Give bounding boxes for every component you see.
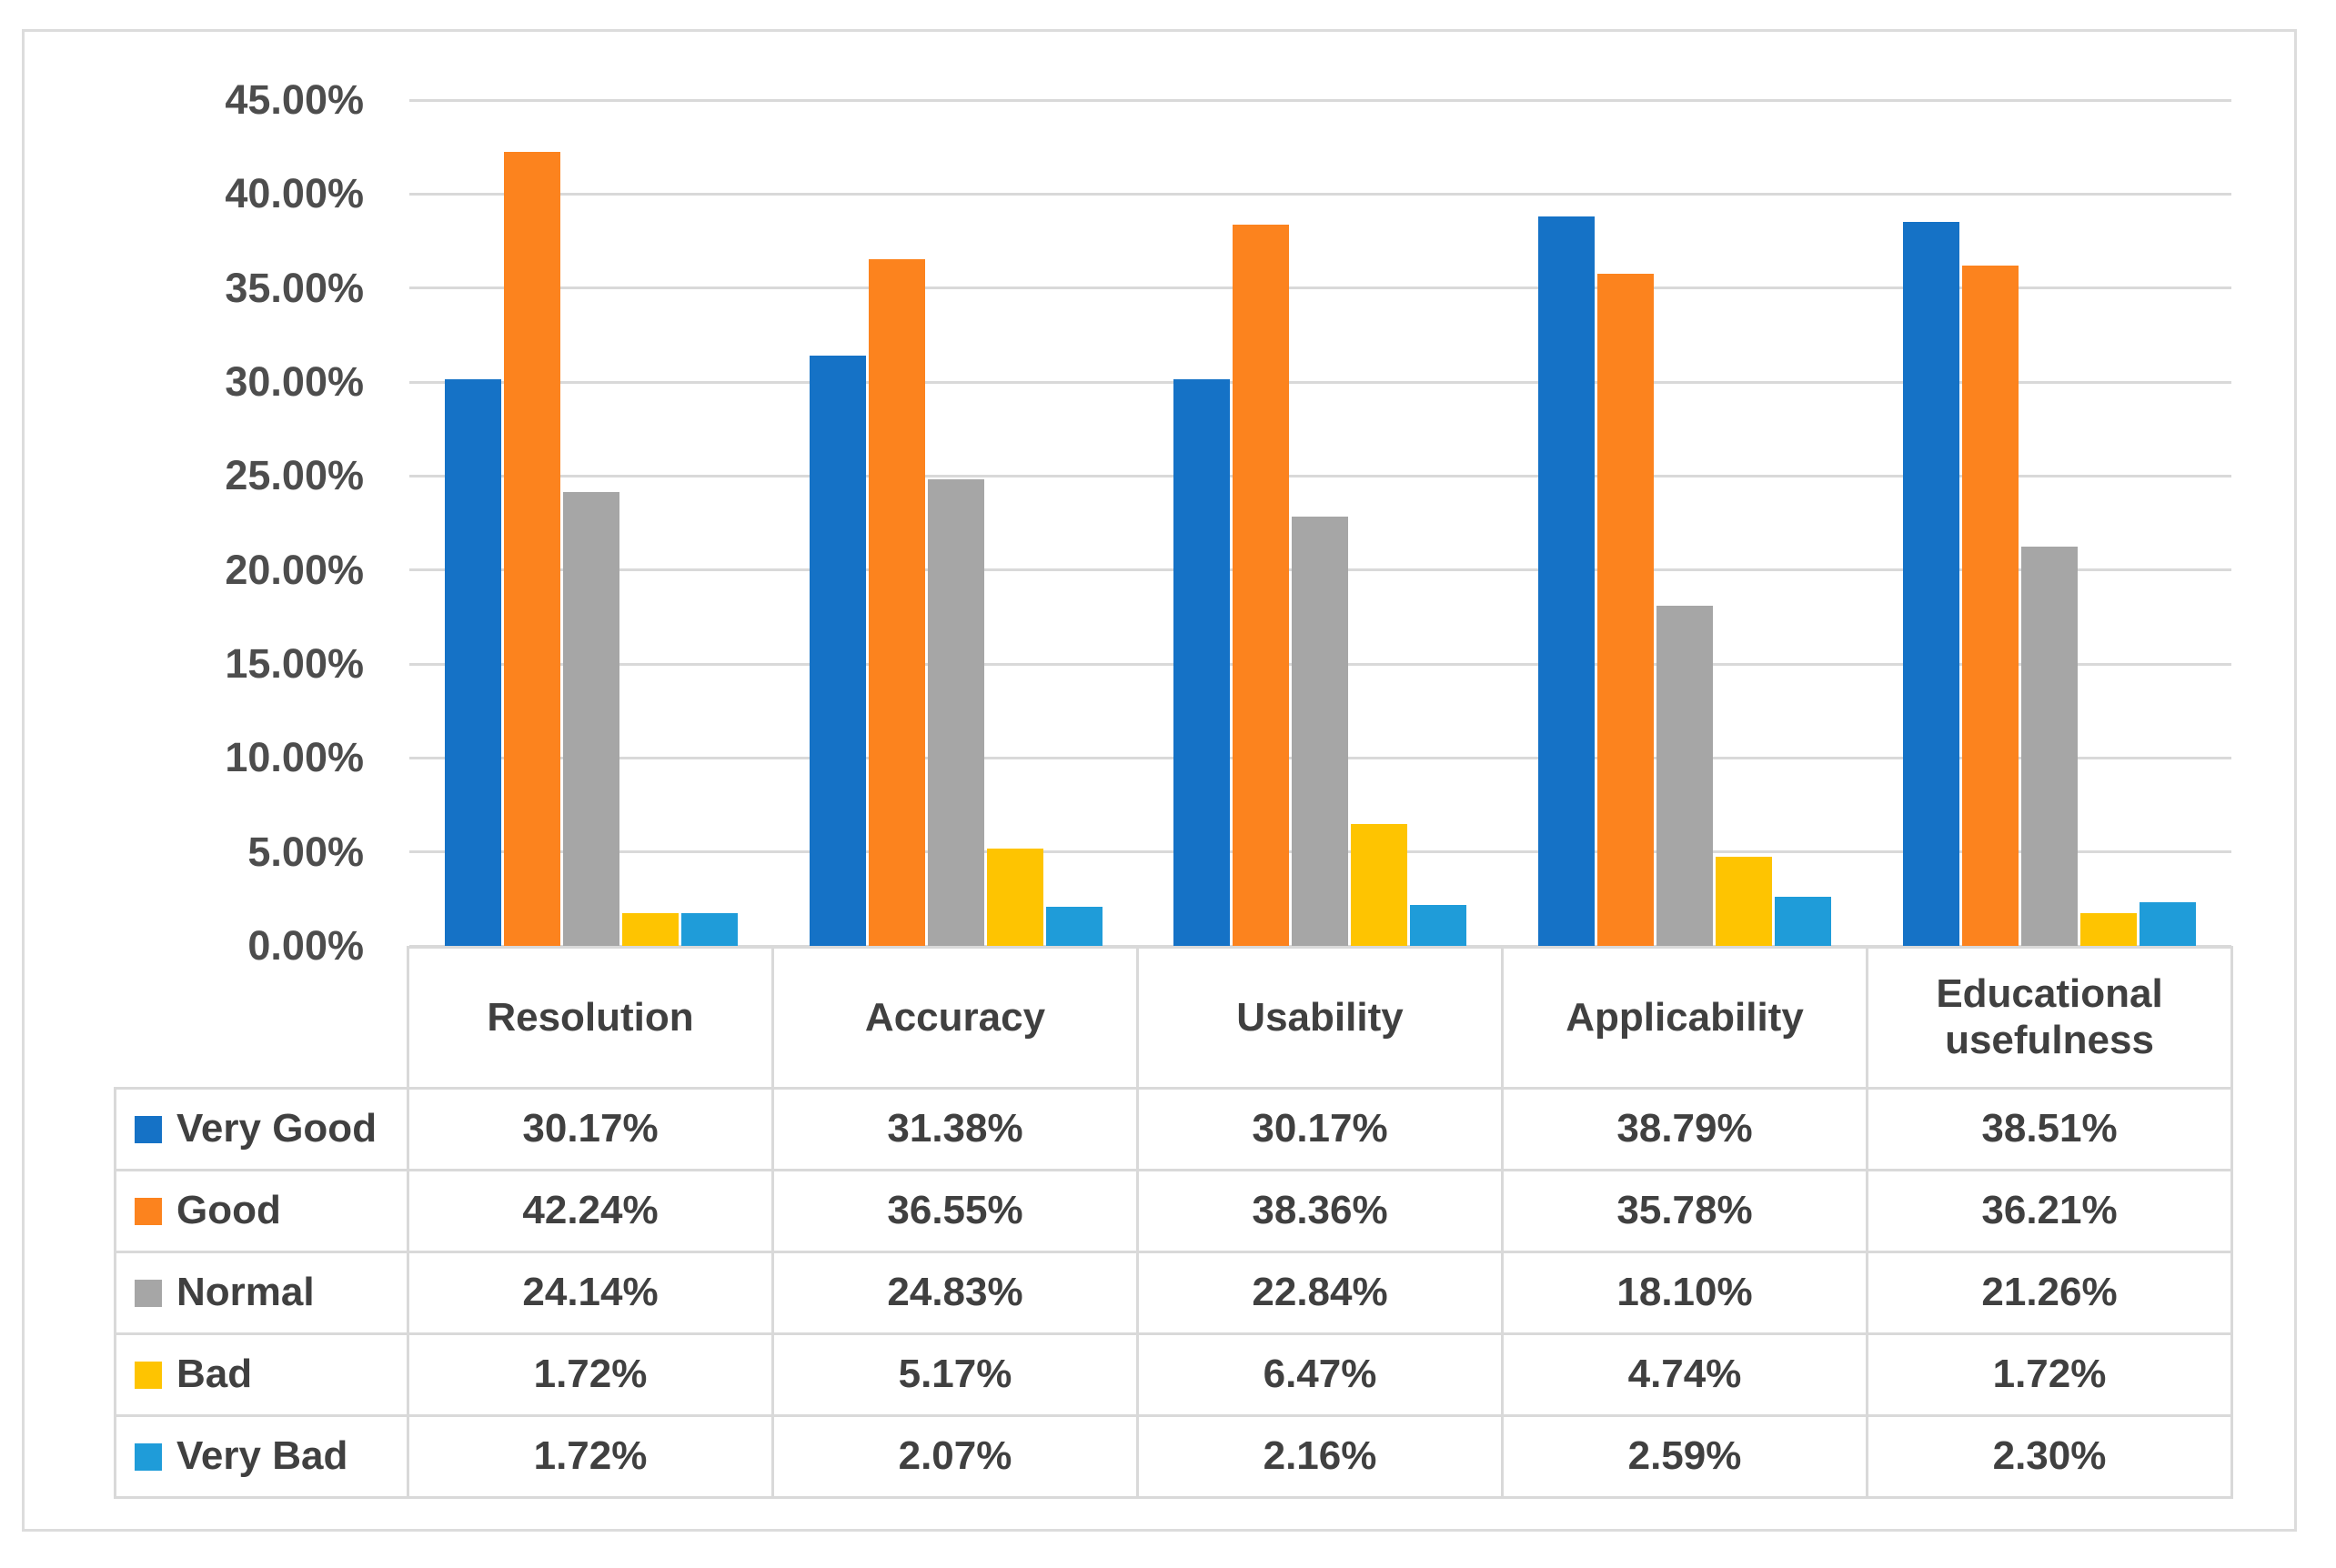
legend-key [135, 1442, 162, 1471]
bar [927, 478, 984, 946]
table-header-cell: Educational usefulness [1868, 946, 2233, 1090]
bar [1716, 857, 1773, 946]
y-axis-tick-label: 25.00% [225, 452, 364, 499]
legend-cell: Very Bad [114, 1417, 409, 1499]
legend-cell: Bad [114, 1335, 409, 1417]
bar [868, 258, 925, 946]
value-cell: 5.17% [774, 1335, 1139, 1417]
bar-group [1503, 100, 1868, 946]
value-cell: 2.59% [1504, 1417, 1868, 1499]
legend-label: Bad [176, 1352, 253, 1397]
empty-corner-cell [114, 946, 409, 1090]
data-table: Resolution Accuracy Usability Applicability… [114, 946, 2233, 1499]
y-axis-tick-label: 10.00% [225, 734, 364, 781]
y-axis-tick-label: 30.00% [225, 358, 364, 405]
bar [1597, 273, 1655, 946]
bar [1410, 905, 1467, 946]
y-axis-tick-label: 5.00% [247, 828, 364, 875]
value-cell: 30.17% [1139, 1090, 1504, 1171]
bar-group [409, 100, 774, 946]
y-axis-tick-label: 20.00% [225, 546, 364, 593]
value-cell: 38.79% [1504, 1090, 1868, 1171]
bar [2079, 913, 2137, 946]
value-cell: 38.51% [1868, 1090, 2233, 1171]
gridline [409, 286, 2231, 290]
legend-key [135, 1361, 162, 1389]
value-cell: 18.10% [1504, 1253, 1868, 1335]
value-cell: 2.16% [1139, 1417, 1504, 1499]
chart-frame [22, 29, 2297, 1532]
bar [1961, 265, 2019, 946]
legend-key [135, 1197, 162, 1225]
value-cell: 2.30% [1868, 1417, 2233, 1499]
bar [1351, 824, 1408, 946]
legend-label: Good [176, 1188, 281, 1233]
plot-area [409, 98, 2231, 948]
y-axis-tick-label: 0.00% [247, 922, 364, 969]
bar-group [1867, 100, 2231, 946]
bar [681, 913, 739, 946]
y-axis-tick-label: 35.00% [225, 264, 364, 311]
legend-cell: Good [114, 1171, 409, 1253]
y-axis-tick-label: 45.00% [225, 76, 364, 123]
gridline [409, 380, 2231, 384]
bar [504, 152, 561, 946]
bar [445, 378, 502, 946]
value-cell: 30.17% [409, 1090, 774, 1171]
bar [1902, 222, 1959, 946]
bar [1233, 225, 1290, 946]
gridline [409, 192, 2231, 196]
bar [622, 913, 680, 946]
value-cell: 42.24% [409, 1171, 774, 1253]
bar [809, 356, 866, 946]
table-header-cell: Applicability [1504, 946, 1868, 1090]
value-cell: 1.72% [1868, 1335, 2233, 1417]
value-cell: 35.78% [1504, 1171, 1868, 1253]
value-cell: 1.72% [409, 1335, 774, 1417]
gridline [409, 98, 2231, 102]
y-axis-tick-label: 40.00% [225, 170, 364, 217]
value-cell: 24.14% [409, 1253, 774, 1335]
y-axis-tick-labels: 0.00% 5.00% 10.00% 15.00% 20.00% 25.00% 30.00%… [0, 76, 364, 969]
table-header-cell: Usability [1139, 946, 1504, 1090]
legend-cell: Normal [114, 1253, 409, 1335]
value-cell: 31.38% [774, 1090, 1139, 1171]
bar [1656, 605, 1714, 946]
bar-group [1138, 100, 1503, 946]
value-cell: 2.07% [774, 1417, 1139, 1499]
bar [1173, 378, 1231, 946]
bar-group [774, 100, 1139, 946]
bar [1045, 907, 1103, 946]
legend-key [135, 1279, 162, 1307]
table-header-cell: Resolution [409, 946, 774, 1090]
y-axis-tick-label: 15.00% [225, 640, 364, 687]
bar [2020, 546, 2078, 946]
value-cell: 36.21% [1868, 1171, 2233, 1253]
bar [1292, 516, 1349, 946]
bar [1775, 897, 1832, 946]
legend-key [135, 1115, 162, 1143]
gridline [409, 474, 2231, 477]
value-cell: 21.26% [1868, 1253, 2233, 1335]
value-cell: 6.47% [1139, 1335, 1504, 1417]
legend-label: Normal [176, 1270, 315, 1315]
bar [563, 492, 620, 946]
legend-label: Very Bad [176, 1433, 348, 1479]
value-cell: 22.84% [1139, 1253, 1504, 1335]
legend-label: Very Good [176, 1106, 378, 1151]
bar [2139, 902, 2196, 946]
bar [986, 849, 1043, 946]
value-cell: 36.55% [774, 1171, 1139, 1253]
table-header-cell: Accuracy [774, 946, 1139, 1090]
value-cell: 4.74% [1504, 1335, 1868, 1417]
value-cell: 1.72% [409, 1417, 774, 1499]
value-cell: 24.83% [774, 1253, 1139, 1335]
value-cell: 38.36% [1139, 1171, 1504, 1253]
legend-cell: Very Good [114, 1090, 409, 1171]
bar [1538, 216, 1596, 946]
